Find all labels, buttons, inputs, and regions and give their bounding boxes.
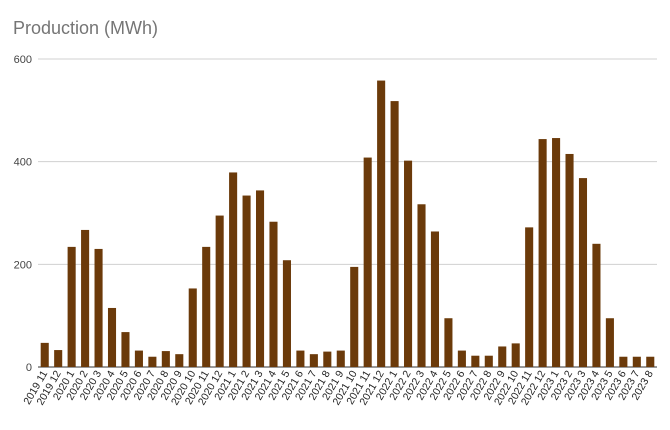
bar	[404, 160, 413, 367]
bar	[282, 260, 291, 367]
bar	[296, 350, 305, 367]
bar	[242, 195, 251, 367]
bar	[94, 248, 103, 367]
y-tick-label: 400	[14, 157, 32, 169]
bar	[188, 288, 197, 367]
bar	[175, 354, 184, 367]
bar	[525, 227, 534, 367]
bar	[552, 138, 561, 367]
y-tick-label: 600	[14, 54, 32, 66]
bar	[578, 178, 588, 367]
bar	[430, 231, 440, 367]
y-tick-label: 0	[26, 362, 32, 374]
bar	[336, 350, 345, 367]
bar	[444, 318, 453, 367]
bar	[40, 342, 49, 367]
bar	[121, 332, 130, 367]
bar	[67, 246, 76, 367]
bar	[619, 356, 628, 367]
bar	[323, 351, 332, 367]
bar	[457, 350, 466, 367]
bar	[538, 139, 547, 367]
bar	[81, 229, 90, 367]
bar	[215, 215, 224, 367]
bar	[592, 243, 601, 367]
bar	[565, 153, 574, 367]
bar	[202, 246, 211, 367]
chart-title: Production (MWh)	[13, 18, 159, 38]
bar	[350, 266, 359, 367]
bar	[390, 101, 399, 368]
bar	[471, 355, 480, 367]
bar	[148, 356, 157, 367]
bar	[605, 318, 614, 367]
bar	[107, 307, 117, 367]
bar	[417, 204, 426, 367]
bar	[255, 190, 265, 367]
bar	[484, 355, 493, 367]
bar	[134, 350, 143, 367]
bar	[511, 343, 520, 367]
bar	[632, 356, 641, 367]
bar	[646, 356, 655, 367]
bar	[309, 354, 318, 367]
bar	[161, 351, 170, 367]
y-tick-label: 200	[14, 259, 32, 271]
bar	[229, 172, 238, 367]
bar	[363, 157, 372, 367]
bar	[54, 350, 63, 367]
bar	[498, 346, 507, 367]
bar	[269, 221, 278, 367]
bar	[377, 80, 386, 367]
